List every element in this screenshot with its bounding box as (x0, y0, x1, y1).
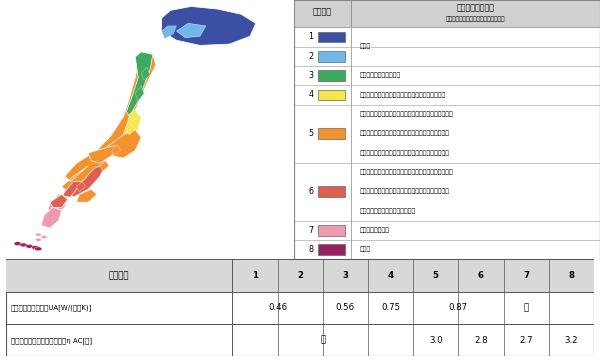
Text: 7: 7 (523, 271, 529, 280)
Text: 5: 5 (308, 129, 314, 138)
Text: 佐賀県、長崎県、熊本県、大分県: 佐賀県、長崎県、熊本県、大分県 (360, 208, 416, 214)
Polygon shape (176, 23, 206, 37)
Text: 0.75: 0.75 (381, 303, 400, 312)
Polygon shape (162, 26, 176, 39)
Ellipse shape (14, 242, 22, 246)
Polygon shape (124, 112, 141, 138)
Text: 0.87: 0.87 (449, 303, 468, 312)
Text: 外皮平均熱貫流率　UA[W/(㎡･K)]: 外皮平均熱貫流率 UA[W/(㎡･K)] (11, 305, 92, 311)
Polygon shape (100, 161, 109, 171)
Text: 山口県、徳島県、香川県、愛媛県、高知県、福岡県、: 山口県、徳島県、香川県、愛媛県、高知県、福岡県、 (360, 189, 450, 194)
Text: 沖縄県: 沖縄県 (360, 247, 371, 252)
Text: 1: 1 (308, 32, 313, 41)
Text: 2: 2 (297, 271, 303, 280)
Polygon shape (50, 194, 68, 207)
Bar (294, 0, 600, 27)
Text: 6: 6 (478, 271, 484, 280)
Text: 4: 4 (308, 90, 313, 99)
Text: 地域区分: 地域区分 (109, 271, 130, 280)
Bar (6, 259, 594, 292)
Text: 2: 2 (308, 52, 314, 61)
Text: 8: 8 (308, 245, 313, 254)
Text: 富山県、石川県、福井県、山梨県、岐阜県、静岡県、: 富山県、石川県、福井県、山梨県、岐阜県、静岡県、 (360, 131, 450, 136)
Ellipse shape (32, 246, 39, 249)
Text: 0.46: 0.46 (268, 303, 287, 312)
Polygon shape (65, 163, 106, 197)
Text: 5: 5 (433, 271, 439, 280)
Polygon shape (62, 52, 156, 192)
Text: 3: 3 (343, 271, 349, 280)
Bar (318, 90, 345, 100)
Polygon shape (127, 52, 153, 117)
Ellipse shape (35, 233, 41, 236)
Bar (318, 244, 345, 255)
Text: 注：市町村毎に地域区分を定めている: 注：市町村毎に地域区分を定めている (446, 17, 505, 22)
Bar (318, 128, 345, 139)
Text: 7: 7 (308, 226, 314, 235)
Text: 0.56: 0.56 (336, 303, 355, 312)
Bar (318, 225, 345, 235)
Text: 冷房期の平均日射熱取得率　η AC[－]: 冷房期の平均日射熱取得率 η AC[－] (11, 337, 92, 343)
Polygon shape (162, 6, 256, 45)
Polygon shape (130, 109, 138, 122)
Text: 3.2: 3.2 (565, 336, 578, 345)
Bar (318, 70, 345, 81)
Polygon shape (88, 145, 118, 163)
Text: 3.0: 3.0 (429, 336, 443, 345)
Text: －: － (524, 303, 529, 312)
Text: 青森県、岩手県、秋田県: 青森県、岩手県、秋田県 (360, 73, 401, 78)
Ellipse shape (35, 238, 41, 241)
Text: 宮崎県、鹿児島県: 宮崎県、鹿児島県 (360, 228, 390, 233)
Polygon shape (141, 67, 150, 80)
Text: 主な該当都道府県: 主な該当都道府県 (457, 4, 494, 13)
Text: 茨城県、群馬県、埼玉県、千葉県、東京都、神奈川県、: 茨城県、群馬県、埼玉県、千葉県、東京都、神奈川県、 (360, 111, 454, 117)
Text: 奈良県、和歌山県、鳥取県、島根県、岡山県、広島県、: 奈良県、和歌山県、鳥取県、島根県、岡山県、広島県、 (360, 170, 454, 175)
Text: 宮城県、山形県、福島県、栃木県、新潟県、長野県: 宮城県、山形県、福島県、栃木県、新潟県、長野県 (360, 92, 446, 98)
Text: 8: 8 (568, 271, 574, 280)
Text: 2.7: 2.7 (520, 336, 533, 345)
Text: 地域区分: 地域区分 (313, 8, 332, 17)
Polygon shape (62, 181, 82, 197)
Polygon shape (135, 86, 144, 101)
Text: 6: 6 (308, 187, 313, 196)
Text: －: － (320, 336, 325, 345)
Bar (318, 51, 345, 62)
Polygon shape (141, 52, 153, 73)
Bar (318, 186, 345, 197)
Text: 愛知県、三重県、滋賀県、京都府、大阪府、兵庫県、: 愛知県、三重県、滋賀県、京都府、大阪府、兵庫県、 (360, 150, 450, 156)
Ellipse shape (41, 235, 47, 239)
Text: 北海道: 北海道 (360, 44, 371, 49)
Polygon shape (41, 207, 62, 228)
Polygon shape (76, 189, 97, 202)
Polygon shape (47, 194, 68, 215)
Polygon shape (112, 145, 121, 156)
Text: 1: 1 (252, 271, 258, 280)
Text: 4: 4 (388, 271, 394, 280)
Polygon shape (127, 125, 135, 135)
Text: 3: 3 (308, 71, 313, 80)
Bar (318, 32, 345, 42)
Polygon shape (76, 181, 85, 192)
Ellipse shape (35, 247, 42, 251)
Polygon shape (106, 130, 141, 158)
Ellipse shape (26, 244, 33, 248)
Text: 2.8: 2.8 (474, 336, 488, 345)
Ellipse shape (20, 243, 27, 247)
